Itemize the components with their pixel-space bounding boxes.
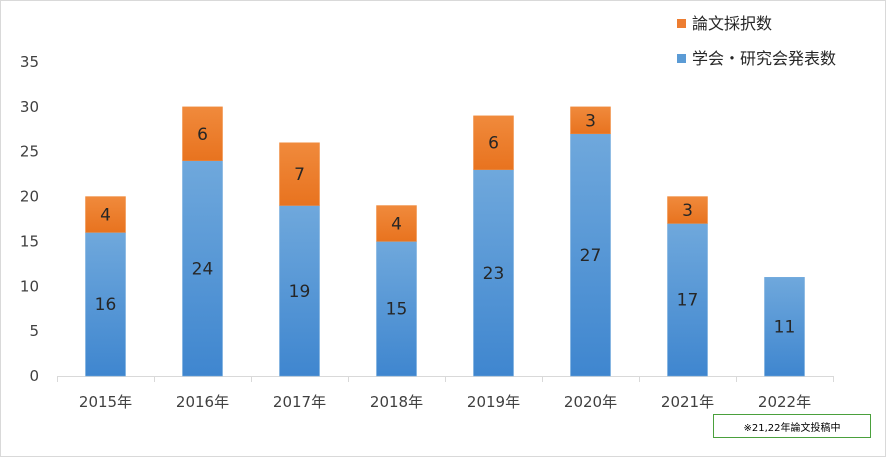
- bar-segment-presentations: [182, 160, 223, 377]
- x-tick-label: 2019年: [467, 393, 520, 411]
- data-label: 6: [488, 134, 499, 154]
- y-tick-label: 35: [20, 53, 39, 71]
- x-tick-label: 2016年: [176, 393, 229, 411]
- x-tick-label: 2020年: [564, 393, 617, 411]
- bar-segment-papers: [279, 142, 320, 206]
- bar-segment-presentations: [764, 277, 805, 377]
- data-label: 6: [197, 125, 208, 145]
- x-axis: 2015年 2016年 2017年 2018年 2019年 2020年 2021年 2022年: [57, 376, 834, 411]
- bar-segment-presentations: [570, 133, 611, 377]
- data-label: 15: [386, 300, 408, 320]
- data-label: 27: [580, 246, 602, 266]
- bar-segment-papers: [473, 115, 514, 170]
- x-tick-label: 2021年: [661, 393, 714, 411]
- y-axis: 0 5 10 15 20 25 30 35: [20, 53, 39, 385]
- legend-label: 学会・研究会発表数: [692, 49, 836, 68]
- data-label: 24: [192, 259, 214, 279]
- legend-swatch: [677, 54, 686, 63]
- data-label: 7: [294, 165, 305, 185]
- y-tick-label: 30: [20, 98, 39, 116]
- bar-segment-papers: [182, 106, 223, 161]
- note-box: ※21,22年論文投稿中: [713, 414, 871, 438]
- y-tick-label: 20: [20, 188, 39, 206]
- legend-swatch: [677, 19, 686, 28]
- bar-segment-presentations: [376, 241, 417, 377]
- data-label: 3: [682, 201, 693, 221]
- bar-segment-presentations: [473, 169, 514, 377]
- data-label: 4: [391, 214, 402, 234]
- bar-segment-presentations: [279, 205, 320, 377]
- data-label: 17: [677, 291, 699, 311]
- data-label: 19: [289, 282, 311, 302]
- x-tick-label: 2017年: [273, 393, 326, 411]
- bar-segment-papers: [570, 106, 611, 135]
- data-label: 3: [585, 111, 596, 131]
- y-tick-label: 15: [20, 232, 39, 250]
- data-label: 23: [483, 264, 505, 284]
- y-tick-label: 5: [29, 322, 39, 340]
- legend-label: 論文採択数: [692, 14, 772, 33]
- bar-segment-papers: [667, 196, 708, 224]
- data-label: 4: [100, 206, 111, 226]
- y-tick-label: 25: [20, 143, 39, 161]
- y-tick-label: 10: [20, 277, 39, 295]
- x-tick-label: 2022年: [758, 393, 811, 411]
- data-label: 11: [774, 318, 796, 338]
- bar-segment-presentations: [667, 223, 708, 377]
- bar-segment-papers: [85, 196, 126, 233]
- y-tick-label: 0: [29, 367, 39, 385]
- bars: 16 4 24 6 19 7 15 4 23 6 27 3 17 3 11: [85, 106, 805, 377]
- x-tick-label: 2018年: [370, 393, 423, 411]
- x-tick-label: 2015年: [79, 393, 132, 411]
- data-label: 16: [95, 295, 117, 315]
- bar-segment-papers: [376, 205, 417, 242]
